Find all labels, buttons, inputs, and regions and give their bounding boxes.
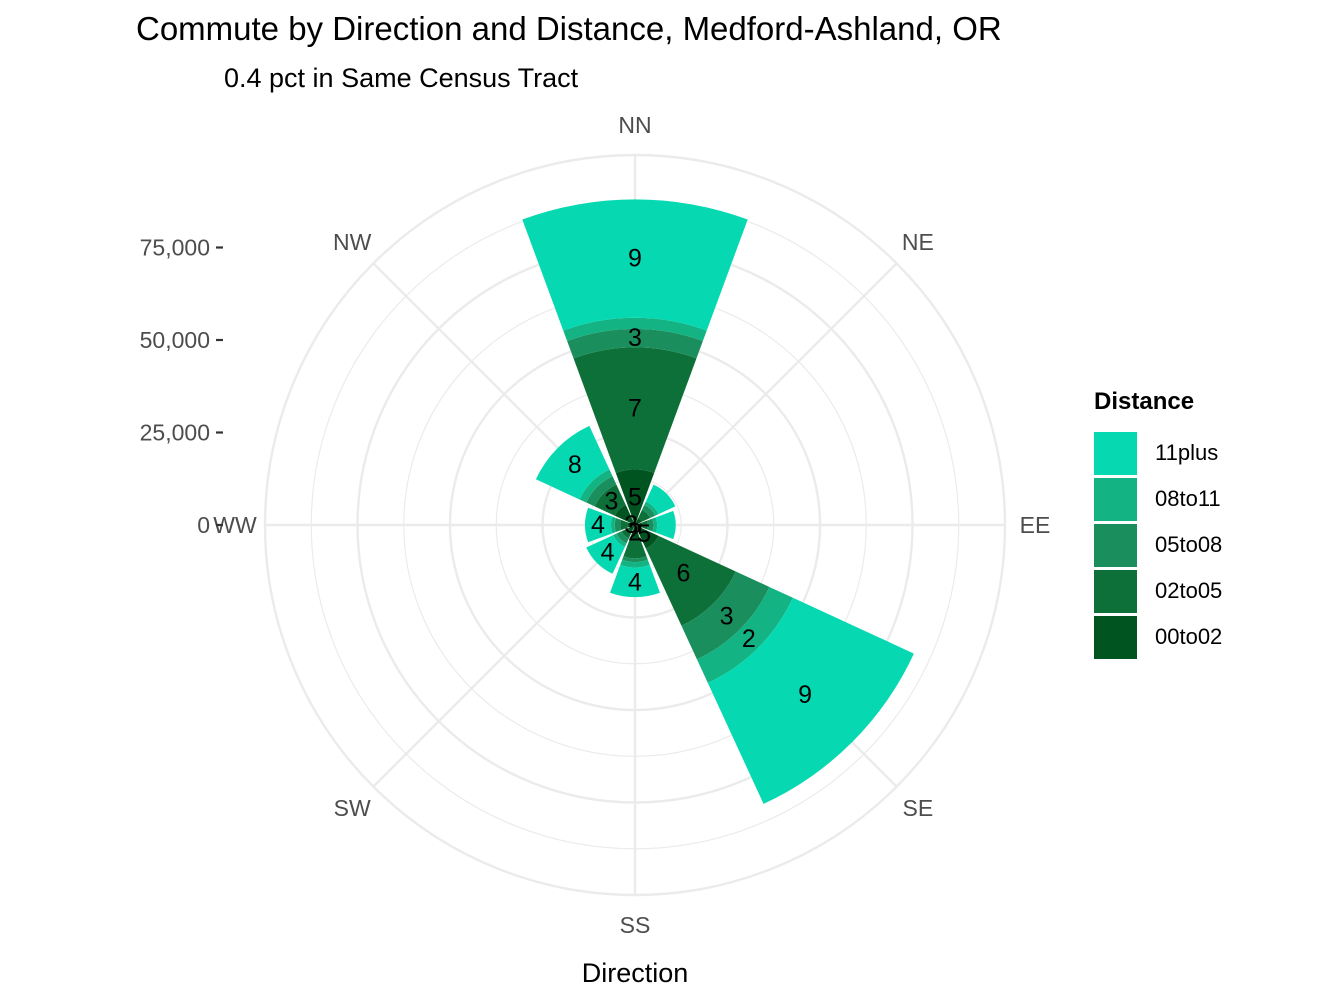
bar-segment-SW-00to02 [628,525,635,532]
bar-segment-WW-00to02 [627,522,635,528]
bar-segment-SE-00to02 [635,525,659,549]
bar-segment-NN-00to02 [615,469,655,525]
bar-label-SE-05to08: 3 [720,603,734,631]
legend-key-05to08 [1094,523,1137,567]
radial-tick-label: 50,000 [140,327,210,353]
bar-segment-SW-11plus [586,535,625,574]
bar-label-NN-05to08: 3 [628,324,642,352]
direction-label-SE: SE [902,795,933,821]
bar-segment-NE-05to08 [641,504,656,519]
bar-segment-EE-08to11 [652,517,658,533]
bar-segment-SE-02to05 [645,535,736,626]
legend-item-00to02: 00to02 [1094,614,1222,660]
bar-label-SS-11plus: 4 [628,568,642,596]
bar-label-NN-00to02: 5 [628,483,642,511]
grid-spoke [372,524,636,788]
bar-label-SE-02to05: 6 [676,559,690,587]
bar-segment-NW-05to08 [586,476,617,507]
legend-label-02to05: 02to05 [1155,578,1223,603]
bar-segment-SW-08to11 [613,533,627,547]
bar-segment-NE-02to05 [638,509,651,522]
bar-segment-SW-02to05 [621,528,632,539]
bar-label-WW-11plus: 4 [591,511,605,539]
legend-label-08to11: 08to11 [1155,486,1221,511]
radial-tick-label: 0 [197,512,210,538]
direction-label-NW: NW [333,229,372,255]
legend-item-05to08: 05to08 [1094,522,1222,568]
bar-segment-WW-05to08 [614,517,622,533]
bar-label-NW-11plus: 8 [568,451,582,479]
radial-tick-label: 25,000 [140,420,210,446]
grid-spoke [634,262,898,526]
bar-segment-SS-00to02 [629,525,641,540]
legend-label-11plus: 11plus [1155,440,1219,465]
bar-segment-SE-11plus [707,597,914,804]
bar-segment-WW-11plus [585,507,613,543]
bar-segment-SS-08to11 [620,559,650,568]
direction-label-NE: NE [902,229,934,255]
bar-segment-EE-02to05 [641,520,648,530]
legend-item-11plus: 11plus [1094,430,1222,476]
bar-segment-WW-08to11 [610,516,616,534]
bar-segment-NE-08to11 [644,501,659,516]
direction-label-EE: EE [1020,512,1051,538]
bar-label-SE-11plus: 9 [798,681,812,709]
bar-label-SE-08to11: 2 [742,625,756,653]
radial-tick-label: 75,000 [140,235,210,261]
bar-segment-SS-11plus [610,564,660,598]
bar-label-WW-00to02: 3 [624,511,638,539]
bar-segment-NN-08to11 [563,317,707,342]
bar-segment-SE-05to08 [681,571,770,660]
bar-segment-SE-08to11 [696,586,793,683]
bar-segment-NW-00to02 [614,504,635,525]
bar-segment-EE-11plus [655,510,676,540]
bar-label-NW-02to05: 3 [605,487,619,515]
chart-title: Commute by Direction and Distance, Medfo… [136,10,1002,47]
bar-segment-NE-00to02 [635,518,642,525]
legend-label-00to02: 00to02 [1155,624,1223,649]
bar-layer [522,199,914,804]
bar-segment-NE-11plus [645,484,676,515]
bar-label-SW-11plus: 4 [601,538,615,566]
legend-title: Distance [1094,388,1195,415]
legend-key-08to11 [1094,477,1137,521]
x-axis-title: Direction [581,958,689,988]
bar-segment-NN-05to08 [567,328,703,359]
legend-key-02to05 [1094,569,1137,613]
bar-segment-WW-02to05 [620,519,629,531]
bar-segment-EE-05to08 [647,518,654,532]
legend-key-11plus [1094,431,1137,475]
bar-segment-NN-11plus [522,199,748,331]
bar-segment-EE-00to02 [635,522,643,528]
bar-segment-NW-08to11 [579,469,613,503]
bar-segment-SS-05to08 [622,556,648,562]
bar-label-NN-11plus: 9 [628,245,642,273]
legend-item-02to05: 02to05 [1094,568,1222,614]
bar-label-SS-00to02: 2 [628,518,642,546]
bar-segment-SW-05to08 [616,531,629,544]
legend-label-05to08: 05to08 [1155,532,1223,557]
bar-label-SE-00to02: 5 [637,520,651,548]
direction-label-SW: SW [334,795,371,821]
bar-segment-NN-02to05 [573,347,697,473]
direction-label-NN: NN [618,112,651,138]
bar-segment-NW-02to05 [594,484,626,516]
chart-subtitle: 0.4 pct in Same Census Tract [224,63,579,93]
bar-segment-SS-02to05 [623,538,647,559]
bar-label-NN-02to05: 7 [628,394,642,422]
bar-segment-NW-11plus [535,425,610,500]
legend-item-08to11: 08to11 [1094,476,1222,522]
direction-label-SS: SS [620,912,651,938]
legend: Distance 11plus 08to11 05to08 02to05 00to02 [1094,388,1222,660]
legend-key-00to02 [1094,615,1137,659]
legend-items: 11plus 08to11 05to08 02to05 00to02 [1094,430,1222,660]
